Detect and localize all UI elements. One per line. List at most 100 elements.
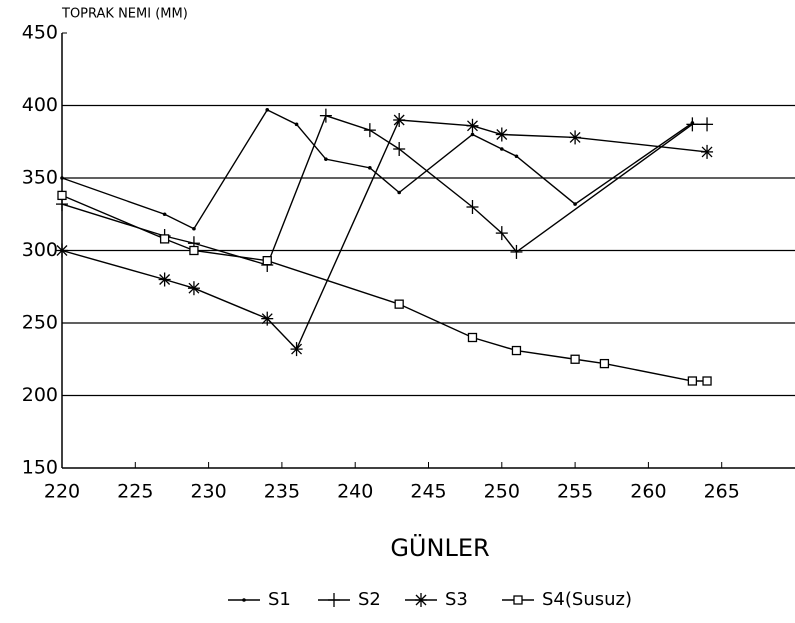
point-marker: [495, 127, 508, 142]
series-line: [61, 114, 708, 266]
series-line: [61, 119, 708, 351]
point-marker: [466, 200, 479, 214]
y-tick-label: 200: [22, 384, 58, 406]
legend-label: S2: [358, 589, 381, 610]
y-tick-label: 400: [22, 94, 58, 116]
point-marker: [466, 118, 479, 133]
square: [599, 358, 610, 369]
point-marker: [242, 598, 246, 602]
stroke: [393, 114, 405, 126]
point-marker: [56, 243, 68, 258]
point-marker: [510, 244, 523, 259]
square: [511, 345, 522, 356]
point-marker: [162, 212, 167, 217]
dot: [162, 212, 167, 217]
stroke: [569, 131, 581, 143]
dot: [242, 598, 246, 602]
square: [513, 595, 523, 605]
point-marker: [262, 255, 272, 266]
point-marker: [569, 130, 582, 145]
dot: [573, 202, 577, 206]
point-marker: [495, 226, 508, 241]
square: [57, 190, 67, 201]
x-tick-label: 230: [190, 481, 226, 503]
x-axis-label: GÜNLER: [390, 533, 489, 562]
square: [189, 245, 199, 256]
point-marker: [470, 132, 475, 137]
legend-label: S4(Susuz): [542, 589, 632, 610]
legend-label: S3: [445, 589, 468, 610]
dot: [470, 132, 475, 137]
point-marker: [415, 593, 427, 607]
point-marker: [393, 142, 406, 156]
point-marker: [397, 190, 401, 195]
point-marker: [290, 342, 303, 357]
square: [687, 376, 698, 386]
y-tick-label: 350: [22, 167, 58, 189]
point-marker: [368, 166, 372, 170]
point-marker: [570, 354, 580, 364]
square: [394, 299, 404, 309]
point-marker: [57, 190, 67, 201]
x-tick-label: 220: [44, 481, 80, 503]
stroke: [188, 282, 200, 294]
point-marker: [294, 122, 299, 127]
dot: [192, 226, 196, 231]
dot: [294, 122, 299, 127]
point-marker: [702, 376, 712, 386]
square: [159, 234, 170, 244]
point-marker: [701, 144, 714, 159]
dot: [514, 154, 519, 159]
square: [570, 354, 580, 364]
x-tick-label: 235: [264, 481, 300, 503]
point-marker: [513, 595, 523, 605]
point-marker: [701, 117, 714, 132]
dot: [265, 108, 270, 112]
dot: [60, 176, 64, 180]
point-marker: [265, 108, 270, 112]
y-tick-label: 150: [22, 457, 58, 479]
point-marker: [324, 157, 328, 161]
stroke: [291, 343, 303, 355]
y-tick-label: 450: [22, 22, 58, 44]
point-marker: [159, 234, 170, 244]
point-marker: [393, 113, 406, 127]
x-tick-label: 255: [557, 481, 593, 503]
square: [467, 332, 478, 343]
dot: [368, 166, 372, 170]
point-marker: [687, 376, 698, 386]
point-marker: [573, 202, 577, 206]
stroke: [159, 274, 171, 285]
point-marker: [514, 154, 519, 159]
stroke: [261, 313, 273, 325]
dot: [397, 190, 401, 195]
x-tick-label: 245: [410, 481, 446, 503]
x-tick-label: 265: [704, 481, 740, 503]
point-marker: [599, 358, 610, 369]
point-marker: [511, 345, 522, 356]
point-marker: [192, 226, 196, 231]
x-tick-label: 240: [337, 481, 373, 503]
stroke: [415, 594, 427, 606]
point-marker: [328, 593, 340, 607]
dot: [324, 157, 328, 161]
point-marker: [319, 108, 332, 123]
x-tick-label: 225: [117, 481, 153, 503]
dot: [500, 147, 504, 151]
point-marker: [394, 299, 404, 309]
square: [262, 255, 272, 266]
x-tick-label: 250: [484, 481, 520, 503]
y-tick-label: 300: [22, 239, 58, 261]
square: [702, 376, 712, 386]
x-tick-label: 260: [630, 481, 666, 503]
point-marker: [187, 281, 200, 296]
point-marker: [467, 332, 478, 343]
legend-label: S1: [268, 589, 291, 610]
y-axis-label: TOPRAK NEMI (MM): [61, 7, 188, 22]
point-marker: [686, 117, 699, 132]
point-marker: [261, 311, 274, 326]
point-marker: [60, 176, 64, 180]
point-marker: [363, 123, 376, 138]
